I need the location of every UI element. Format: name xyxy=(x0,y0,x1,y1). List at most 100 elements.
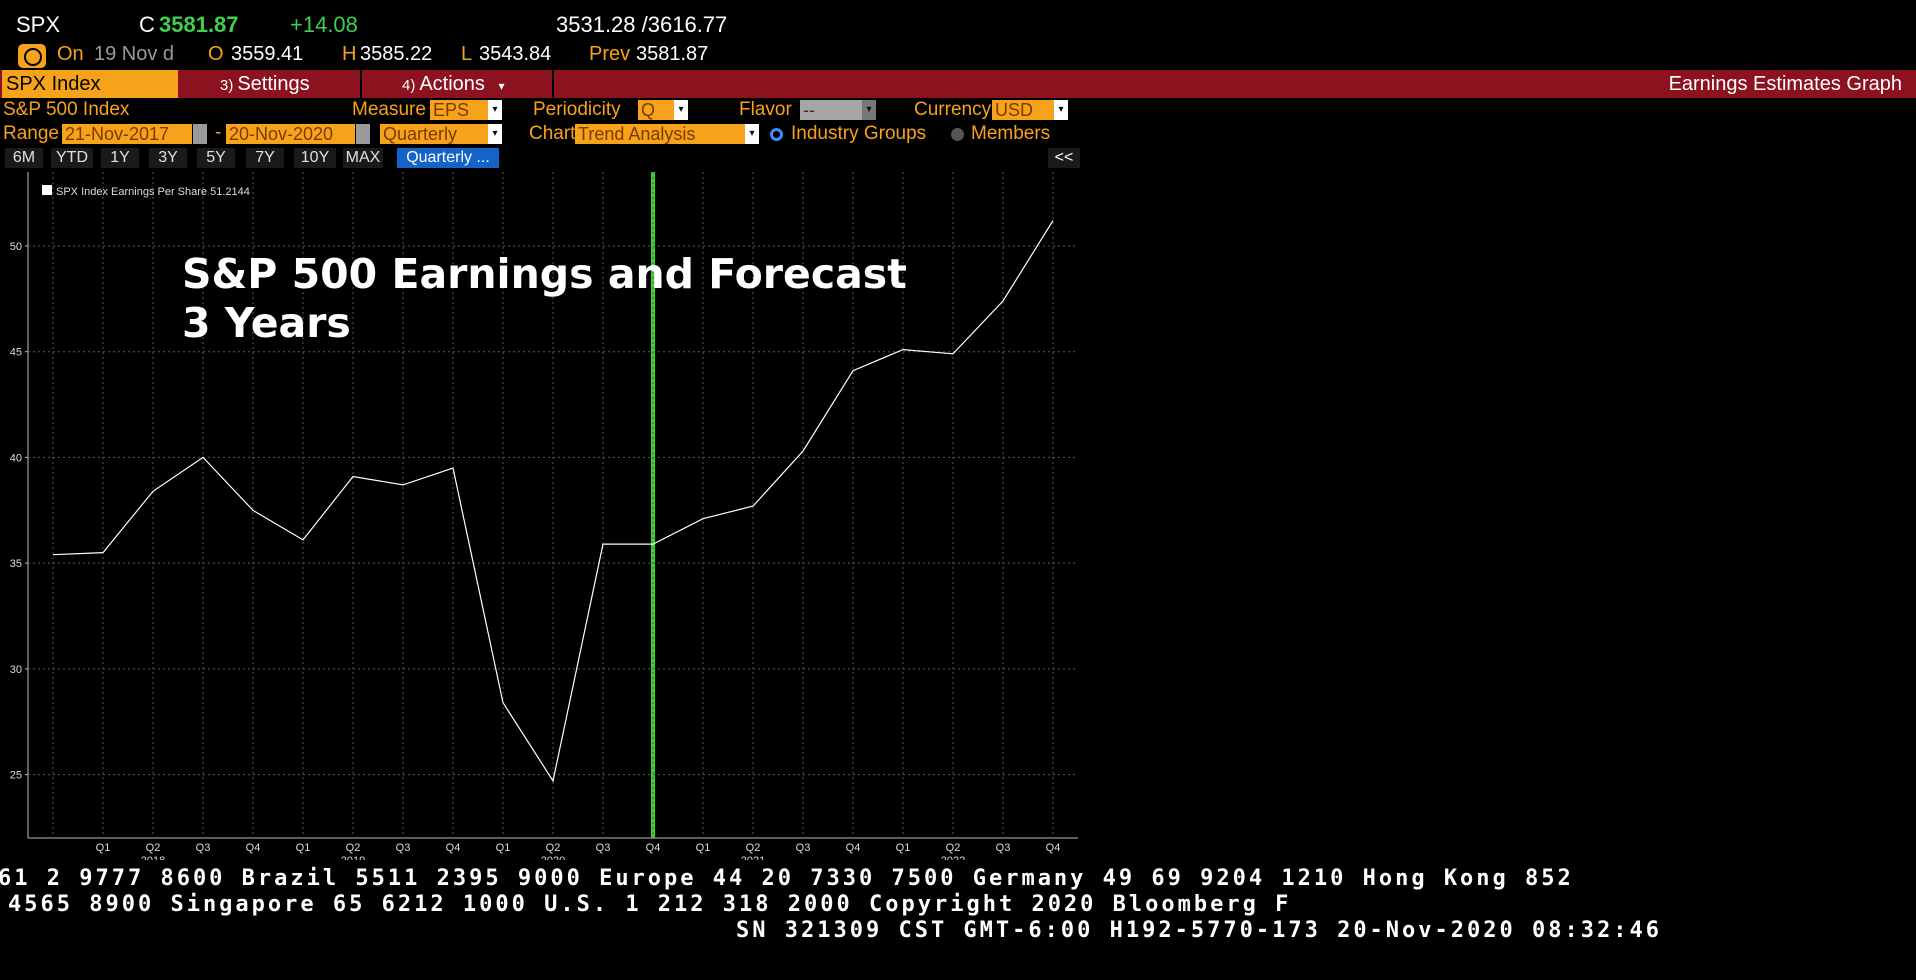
x-tick-label: Q1 xyxy=(96,842,111,854)
earnings-chart[interactable]: 2022 2021 2020 2019 2018 Q4 Q3 Q2 Q1 Q4 Q3 Q2 Q1 Q4 Q3… xyxy=(0,170,1080,860)
x-year-label: 2018 xyxy=(141,855,165,860)
chevron-down-icon: ▾ xyxy=(1054,100,1068,120)
x-year-label: 2021 xyxy=(741,855,765,860)
collapse-panel-button[interactable]: << xyxy=(1048,148,1080,168)
measure-value: EPS xyxy=(433,100,470,120)
footer-contacts-line: 61 2 9777 8600 Brazil 5511 2395 9000 Eur… xyxy=(0,866,1574,891)
close-label: C xyxy=(139,12,155,37)
actions-label: Actions xyxy=(419,73,485,95)
x-year-label: 2020 xyxy=(541,855,565,860)
measure-label: Measure xyxy=(352,99,426,120)
calendar-icon[interactable] xyxy=(193,124,207,144)
period-button-max[interactable]: MAX xyxy=(343,148,383,168)
day-range: 3531.28 /3616.77 xyxy=(556,12,728,37)
calendar-icon[interactable] xyxy=(356,124,370,144)
eps-series-line xyxy=(52,220,1054,783)
high-label: H xyxy=(342,43,357,65)
flavor-value: -- xyxy=(803,100,815,120)
open-price: 3559.41 xyxy=(231,43,304,65)
x-tick-label: Q4 xyxy=(1046,842,1061,854)
chart-type-value: Trend Analysis xyxy=(578,124,696,144)
chevron-down-icon: ▾ xyxy=(674,100,688,120)
price-change: +14.08 xyxy=(290,12,358,37)
x-year-label: 2019 xyxy=(341,855,365,860)
actions-menu[interactable]: 4) Actions ▾ xyxy=(364,70,554,98)
chart-type-select[interactable]: Trend Analysis ▾ xyxy=(575,124,759,144)
actions-shortcut: 4) xyxy=(402,77,416,94)
period-button-5y[interactable]: 5Y xyxy=(197,148,235,168)
x-tick-label: Q1 xyxy=(496,842,511,854)
open-label: O xyxy=(208,43,224,65)
y-tick-label: 30 xyxy=(10,664,22,676)
x-tick-label: Q2 xyxy=(346,842,361,854)
prev-price: 3581.87 xyxy=(636,43,709,65)
periodicity-select[interactable]: Q ▾ xyxy=(638,100,688,120)
low-price: 3543.84 xyxy=(479,43,552,65)
y-tick-label: 40 xyxy=(10,452,22,464)
industry-groups-radio[interactable] xyxy=(770,128,783,141)
start-date-value: 21-Nov-2017 xyxy=(65,124,170,144)
period-button-10y[interactable]: 10Y xyxy=(294,148,336,168)
range-label: Range xyxy=(3,123,59,144)
y-tick-label: 35 xyxy=(10,558,22,570)
chart-title: S&P 500 Earnings and Forecast xyxy=(182,250,907,298)
x-tick-label: Q1 xyxy=(896,842,911,854)
x-tick-label: Q2 xyxy=(946,842,961,854)
x-tick-label: Q3 xyxy=(396,842,411,854)
period-button-3y[interactable]: 3Y xyxy=(149,148,187,168)
period-button-7y[interactable]: 7Y xyxy=(246,148,284,168)
function-toolbar: SPX Index 3) Settings 4) Actions ▾ Earning… xyxy=(0,70,1916,98)
chart-subtitle: 3 Years xyxy=(182,299,351,347)
quote-date: 19 Nov d xyxy=(94,43,175,65)
legend-text: SPX Index Earnings Per Share 51.2144 xyxy=(56,186,250,198)
currency-label: Currency xyxy=(914,99,992,120)
chevron-down-icon: ▾ xyxy=(488,124,502,144)
members-label: Members xyxy=(971,123,1051,144)
low-label: L xyxy=(461,43,473,65)
last-price: 3581.87 xyxy=(159,12,239,37)
x-tick-label: Q4 xyxy=(446,842,461,854)
chevron-down-icon: ▾ xyxy=(498,79,505,93)
period-button-ytd[interactable]: YTD xyxy=(51,148,93,168)
currency-value: USD xyxy=(995,100,1034,120)
date-separator: - xyxy=(215,122,222,143)
y-tick-label: 25 xyxy=(10,770,22,782)
x-tick-label: Q1 xyxy=(696,842,711,854)
x-tick-label: Q2 xyxy=(546,842,561,854)
periodicity-label: Periodicity xyxy=(533,99,621,120)
footer-copyright-line: 4565 8900 Singapore 65 6212 1000 U.S. 1 … xyxy=(8,892,1292,917)
on-label: On xyxy=(57,43,84,65)
measure-select[interactable]: EPS ▾ xyxy=(430,100,502,120)
settings-menu[interactable]: 3) Settings xyxy=(180,70,362,98)
x-tick-label: Q3 xyxy=(596,842,611,854)
screen-title: Earnings Estimates Graph xyxy=(1668,73,1902,95)
currency-select[interactable]: USD ▾ xyxy=(992,100,1068,120)
x-tick-label: Q3 xyxy=(996,842,1011,854)
ticker-symbol: SPX xyxy=(16,12,61,37)
footer-session-line: SN 321309 CST GMT-6:00 H192-5770-173 20-… xyxy=(736,918,1662,943)
legend-swatch xyxy=(42,185,52,195)
x-year-label: 2022 xyxy=(941,855,965,860)
settings-shortcut: 3) xyxy=(220,77,234,94)
security-field[interactable]: SPX Index xyxy=(2,70,178,98)
end-date-input[interactable]: 20-Nov-2020 xyxy=(226,124,355,144)
range-frequency-select[interactable]: Quarterly ▾ xyxy=(380,124,502,144)
clock-icon[interactable] xyxy=(18,44,46,68)
start-date-input[interactable]: 21-Nov-2017 xyxy=(62,124,192,144)
end-date-value: 20-Nov-2020 xyxy=(229,124,334,144)
chevron-down-icon: ▾ xyxy=(488,100,502,120)
x-tick-label: Q1 xyxy=(296,842,311,854)
x-tick-label: Q3 xyxy=(796,842,811,854)
flavor-label: Flavor xyxy=(739,99,792,120)
period-button-quarterly[interactable]: Quarterly ... xyxy=(397,148,499,168)
period-button-1y[interactable]: 1Y xyxy=(101,148,139,168)
members-radio[interactable] xyxy=(951,128,964,141)
range-frequency-value: Quarterly xyxy=(383,124,458,144)
x-tick-label: Q2 xyxy=(746,842,761,854)
index-name: S&P 500 Index xyxy=(3,99,130,120)
flavor-select[interactable]: -- ▾ xyxy=(800,100,876,120)
y-tick-label: 45 xyxy=(10,347,22,359)
y-tick-label: 50 xyxy=(10,241,22,253)
chart-label: Chart xyxy=(529,123,576,144)
period-button-6m[interactable]: 6M xyxy=(5,148,43,168)
